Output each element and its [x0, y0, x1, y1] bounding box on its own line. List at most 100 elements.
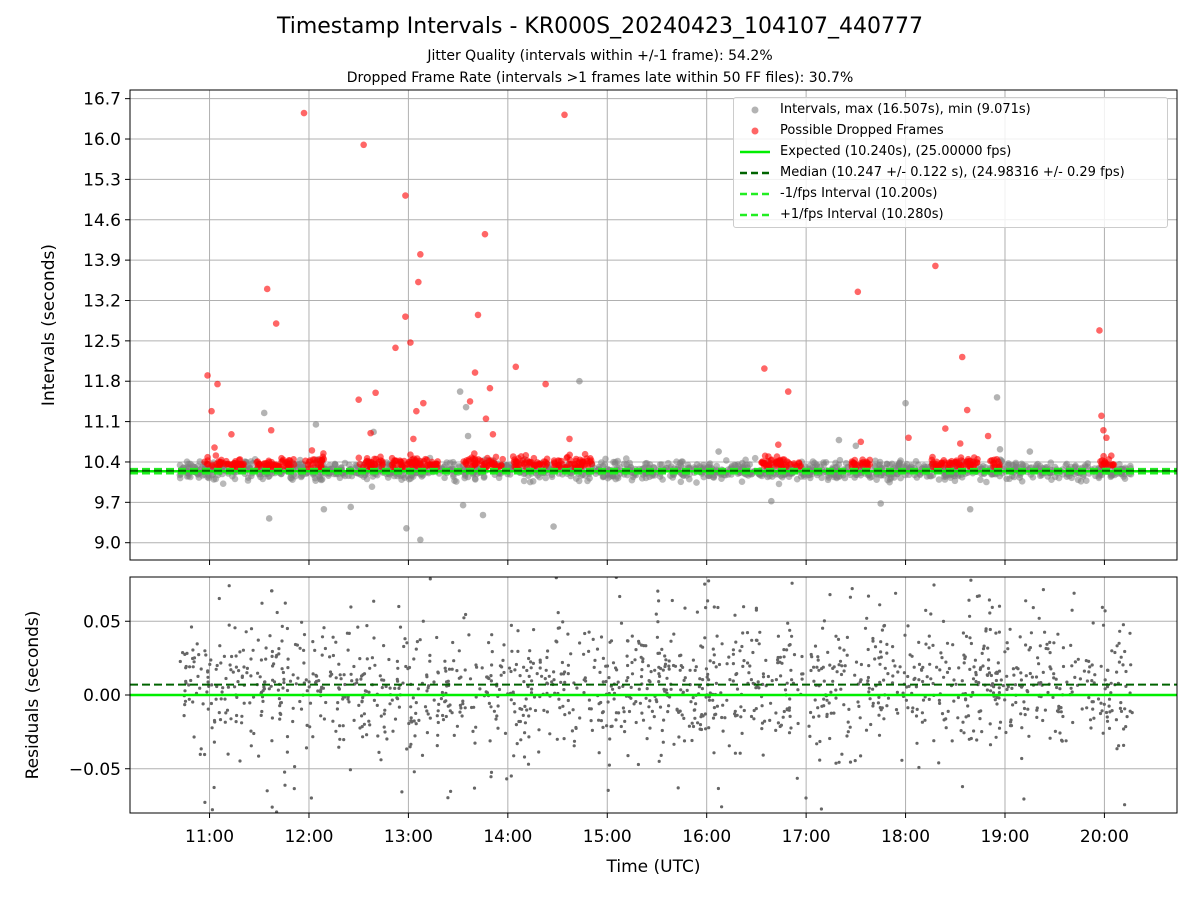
residual-point: [291, 706, 295, 710]
residual-point: [641, 660, 645, 664]
residual-point: [591, 637, 595, 642]
residual-point: [472, 786, 477, 790]
bottom-xtick-label: 16:00: [682, 827, 731, 847]
residual-point: [189, 625, 194, 629]
residual-point: [450, 667, 454, 671]
residual-point: [735, 672, 739, 676]
residual-point: [816, 706, 820, 710]
residual-point: [183, 689, 187, 693]
residual-point: [1124, 725, 1128, 729]
residual-point: [518, 707, 522, 711]
residual-point: [938, 668, 942, 672]
residual-point: [986, 666, 991, 671]
dropped-frame-outlier-point: [355, 396, 362, 403]
dropped-frame-outlier-point: [228, 430, 235, 438]
residual-point: [878, 603, 882, 607]
residual-point: [657, 651, 662, 655]
residual-point: [779, 674, 783, 678]
residual-point: [989, 673, 994, 678]
residual-point: [206, 670, 210, 674]
residual-point: [343, 682, 347, 687]
residual-point: [283, 770, 287, 774]
interval-point: [664, 459, 672, 467]
residual-point: [357, 703, 361, 708]
residual-point: [505, 777, 509, 781]
residual-point: [672, 742, 676, 746]
residual-point: [413, 734, 417, 738]
interval-point: [751, 454, 759, 462]
residual-point: [854, 660, 859, 664]
residual-point: [414, 647, 418, 651]
residual-point: [707, 579, 711, 583]
residual-point: [436, 733, 440, 737]
residual-point: [293, 765, 297, 769]
residual-point: [712, 661, 716, 665]
residual-point: [701, 678, 705, 682]
residual-point: [428, 653, 432, 658]
residual-point: [750, 638, 754, 642]
residual-point: [1115, 670, 1119, 674]
residual-point: [1119, 701, 1123, 705]
residual-point: [971, 677, 976, 681]
residual-point: [705, 675, 709, 679]
residual-point: [706, 599, 710, 603]
residual-point: [752, 717, 756, 721]
residual-point: [362, 672, 367, 676]
residual-point: [749, 714, 754, 719]
residual-point: [249, 657, 253, 661]
residual-point: [489, 705, 493, 709]
residual-point: [741, 631, 745, 635]
residual-point: [929, 677, 933, 681]
dropped-frame-point: [543, 455, 551, 463]
residual-point: [633, 658, 637, 662]
residual-point: [760, 704, 764, 708]
residual-point: [653, 668, 657, 672]
residual-point: [606, 700, 610, 704]
residual-point: [206, 680, 210, 684]
residual-point: [662, 718, 666, 722]
residual-point: [728, 678, 732, 682]
residual-point: [328, 655, 332, 659]
top-axes-frame: [129, 89, 1178, 561]
residual-point: [834, 696, 838, 700]
residual-point: [1099, 701, 1103, 705]
residual-point: [444, 669, 448, 673]
residual-point: [647, 705, 651, 709]
residual-point: [945, 670, 950, 675]
residual-point: [1010, 686, 1014, 691]
interval-point: [548, 473, 556, 481]
residual-point: [1024, 599, 1028, 603]
residual-point: [1011, 703, 1015, 707]
residual-point: [375, 703, 379, 708]
residual-point: [181, 651, 185, 655]
residual-point: [703, 582, 707, 586]
residual-point: [636, 762, 641, 767]
interval-outlier-point: [576, 377, 583, 385]
residual-point: [638, 701, 643, 705]
residual-point: [1119, 655, 1123, 659]
residual-point: [782, 655, 786, 659]
residual-point: [826, 650, 830, 655]
residual-point: [966, 704, 970, 708]
residual-point: [566, 632, 570, 636]
residual-point: [1048, 640, 1052, 645]
residual-point: [877, 713, 881, 717]
residual-point: [279, 701, 283, 705]
dropped-frame-point: [235, 456, 243, 464]
interval-point: [363, 475, 371, 483]
residual-point: [1022, 700, 1026, 704]
residual-point: [661, 668, 665, 672]
residual-point: [915, 707, 919, 712]
residual-point: [1043, 708, 1047, 712]
dropped-frame-point: [224, 460, 231, 468]
residual-point: [1012, 673, 1016, 677]
residual-point: [298, 646, 302, 650]
residual-point: [474, 725, 478, 729]
residual-point: [570, 729, 575, 733]
residual-point: [1105, 715, 1109, 719]
bottom-xtick-label: 20:00: [1080, 827, 1129, 847]
interval-point: [983, 478, 990, 486]
residual-point: [277, 697, 281, 701]
interval-point: [196, 458, 204, 465]
residual-point: [864, 728, 869, 732]
